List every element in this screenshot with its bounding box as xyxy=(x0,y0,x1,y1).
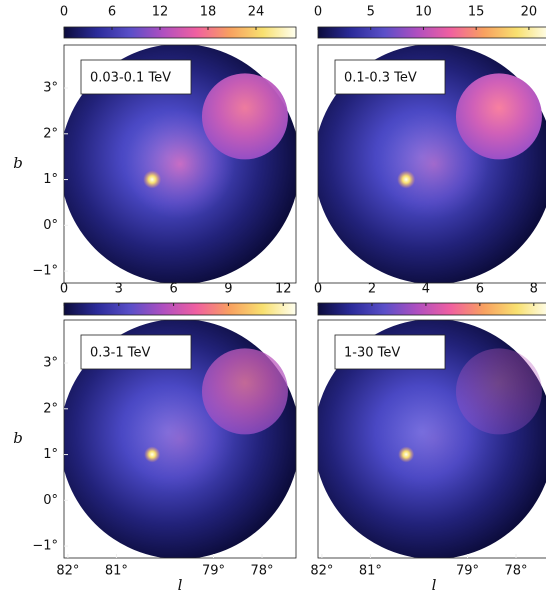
colorbar-tick-label: 0 xyxy=(314,5,322,20)
y-tick-label: 1° xyxy=(43,172,58,187)
x-axis-label: l xyxy=(178,576,183,594)
frame xyxy=(63,319,297,559)
colorbar-tick-label: 6 xyxy=(476,282,484,297)
y-tick-label: 0° xyxy=(43,218,58,233)
colorbar-tick-label: 6 xyxy=(169,282,177,297)
frame xyxy=(63,44,297,284)
x-tick-label: 79° xyxy=(202,564,225,579)
colorbar-tick-label: 0 xyxy=(60,282,68,297)
sky-map xyxy=(64,45,296,283)
colorbar-tick-label: 8 xyxy=(530,282,538,297)
x-tick-label: 78° xyxy=(505,564,528,579)
colorbar xyxy=(63,26,297,39)
colorbar-tick-label: 2 xyxy=(368,282,376,297)
y-tick-label: 0° xyxy=(43,493,58,508)
frame xyxy=(317,44,546,284)
panel-label: 0.1-0.3 TeV xyxy=(344,71,417,86)
frame xyxy=(317,319,546,559)
colorbar-tick-label: 12 xyxy=(275,282,292,297)
bright-region xyxy=(201,348,288,435)
x-tick-label: 79° xyxy=(456,564,479,579)
point-source xyxy=(144,446,161,463)
panel-label: 0.3-1 TeV xyxy=(90,346,150,361)
x-axis-label: l xyxy=(432,576,437,594)
colorbar-tick-label: 9 xyxy=(224,282,232,297)
panel-label: 1-30 TeV xyxy=(344,346,400,361)
bright-region xyxy=(455,348,542,435)
colorbar xyxy=(317,302,546,316)
x-tick-label: 81° xyxy=(105,564,128,579)
y-axis-label: b xyxy=(13,429,23,447)
colorbar-tick-label: 24 xyxy=(248,5,265,20)
panel-label: 0.03-0.1 TeV xyxy=(90,71,171,86)
colorbar-tick-label: 4 xyxy=(422,282,430,297)
colorbar-tick-label: 18 xyxy=(200,5,217,20)
y-tick-label: 3° xyxy=(43,81,58,96)
x-tick-label: 78° xyxy=(251,564,274,579)
colorbar-tick-label: 5 xyxy=(367,5,375,20)
colorbar-tick-label: 12 xyxy=(152,5,169,20)
y-tick-label: −1° xyxy=(32,539,58,554)
y-tick-label: 2° xyxy=(43,401,58,416)
panel-label-box xyxy=(80,59,192,95)
point-source xyxy=(397,170,416,189)
sky-map xyxy=(318,320,546,558)
colorbar-tick-label: 0 xyxy=(314,282,322,297)
y-tick-label: −1° xyxy=(32,264,58,279)
point-source xyxy=(398,446,415,463)
y-axis-label: b xyxy=(13,154,23,172)
panel-label-box xyxy=(334,334,446,370)
bright-region xyxy=(455,73,542,160)
x-tick-label: 82° xyxy=(56,564,79,579)
x-tick-label: 82° xyxy=(310,564,333,579)
colorbar-tick-label: 20 xyxy=(521,5,538,20)
point-source xyxy=(143,170,162,189)
panel-label-box xyxy=(80,334,192,370)
panel-label-box xyxy=(334,59,446,95)
colorbar-tick-label: 6 xyxy=(108,5,116,20)
y-tick-label: 2° xyxy=(43,126,58,141)
colorbar xyxy=(317,26,546,39)
colorbar-tick-label: 3 xyxy=(115,282,123,297)
y-tick-label: 3° xyxy=(43,356,58,371)
sky-map xyxy=(64,320,296,558)
sky-map xyxy=(318,45,546,283)
bright-region xyxy=(201,73,288,160)
colorbar xyxy=(63,302,297,316)
colorbar-tick-label: 0 xyxy=(60,5,68,20)
y-tick-label: 1° xyxy=(43,447,58,462)
colorbar-tick-label: 10 xyxy=(415,5,432,20)
x-tick-label: 81° xyxy=(359,564,382,579)
colorbar-tick-label: 15 xyxy=(468,5,485,20)
